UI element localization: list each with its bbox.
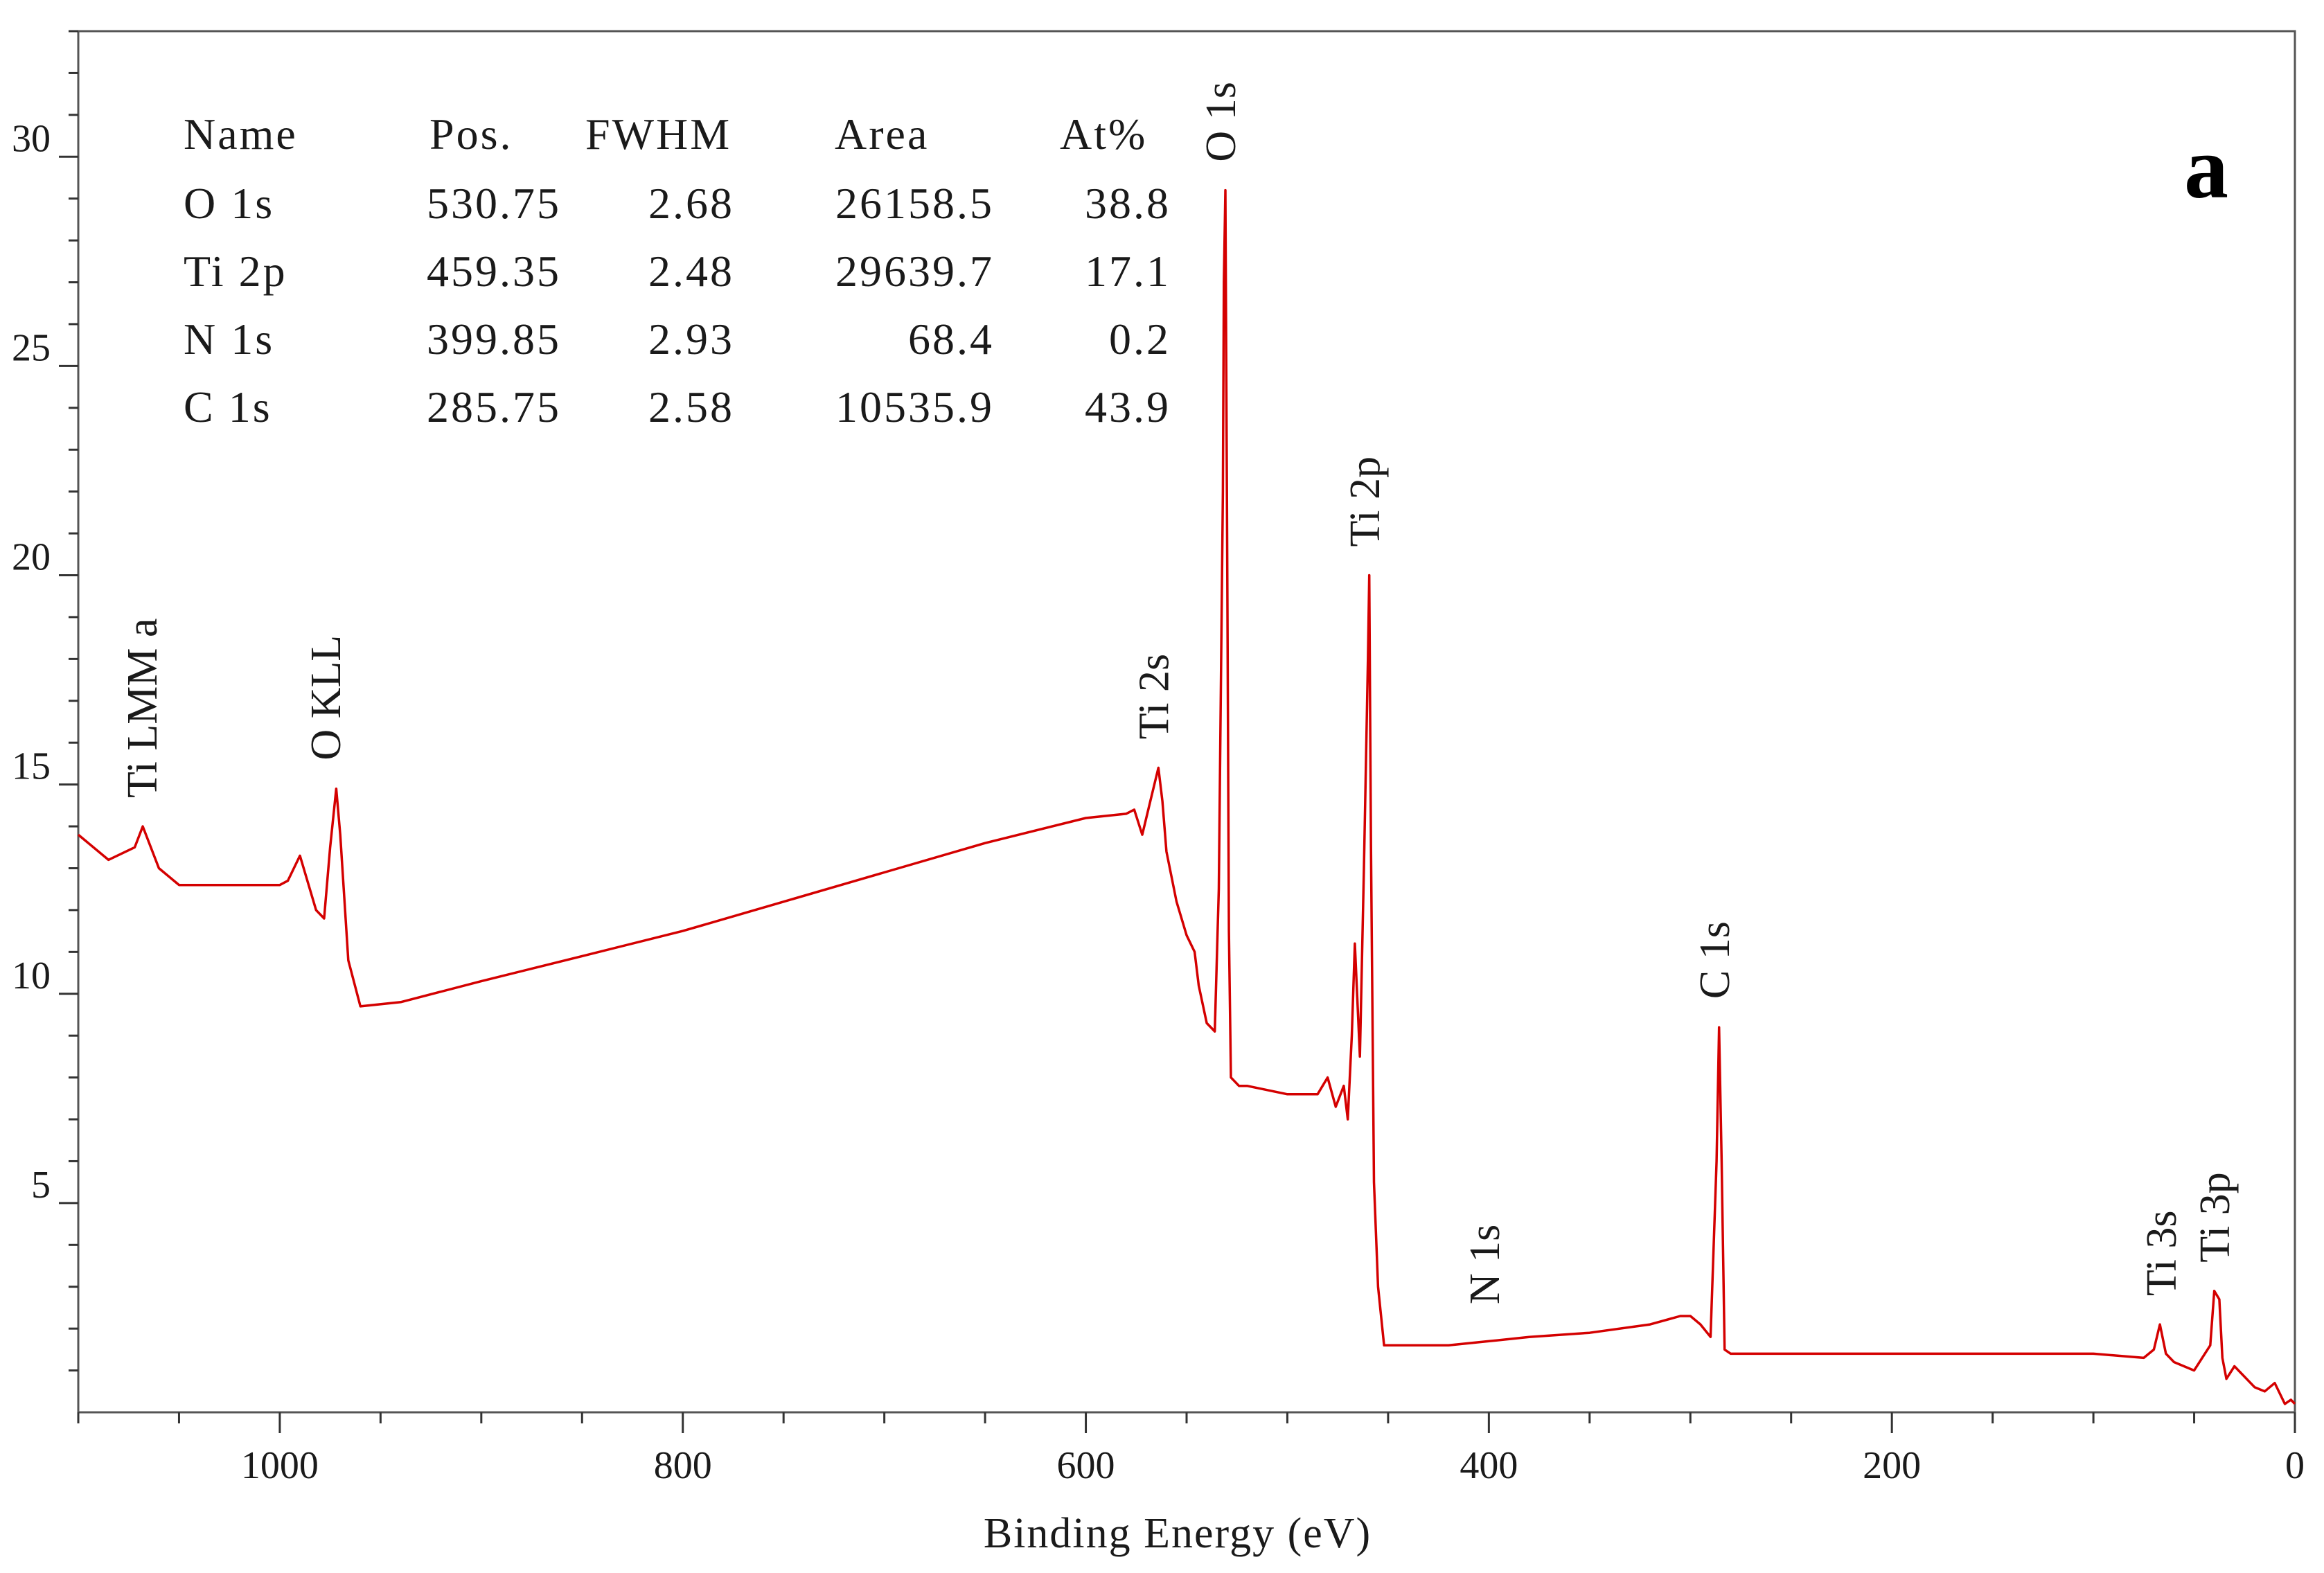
- table-cell: 285.75: [427, 382, 561, 432]
- x-tick-label: 800: [654, 1444, 712, 1487]
- table-header: FWHM: [585, 109, 731, 159]
- table-cell: 530.75: [427, 179, 561, 228]
- spectrum-line: [77, 188, 2296, 1405]
- y-tick-label: 5: [31, 1164, 51, 1207]
- table-cell: 0.2: [1109, 314, 1171, 364]
- table-cell: 68.4: [908, 314, 994, 364]
- table-cell: 2.58: [648, 382, 734, 432]
- table-cell: 38.8: [1085, 179, 1171, 228]
- x-tick-label: 0: [2285, 1444, 2305, 1487]
- table-cell: N 1s: [184, 314, 274, 364]
- table-cell: 459.35: [427, 247, 561, 296]
- y-tick-label: 25: [12, 326, 51, 369]
- panel-label: a: [2184, 118, 2228, 217]
- table-cell: 2.48: [648, 247, 734, 296]
- table-cell: 29639.7: [835, 247, 994, 296]
- table-header: Pos.: [429, 109, 513, 159]
- x-tick-label: 400: [1460, 1444, 1518, 1487]
- series-layer: [77, 188, 2296, 1405]
- peak-label: O KLL: [303, 635, 350, 761]
- table-cell: 26158.5: [835, 179, 994, 228]
- plot-border: [77, 30, 2296, 1414]
- table-cell: 2.68: [648, 179, 734, 228]
- y-axis: 5 10 15 20 25 30: [12, 30, 78, 1372]
- x-axis: 1000 800 600 400 200 0: [77, 1412, 2305, 1487]
- table-cell: Ti 2p: [184, 247, 287, 296]
- y-tick-label: 30: [12, 117, 51, 160]
- plot-area: [77, 30, 2296, 1414]
- quantification-table: Name Pos. FWHM Area At% O 1s 530.75 2.68 26158.5…: [184, 109, 1171, 432]
- x-axis-title: Binding Energy (eV): [984, 1510, 1372, 1557]
- peak-label: Ti 3p: [2192, 1172, 2239, 1262]
- y-tick-label: 15: [12, 745, 51, 788]
- x-tick-label: 1000: [241, 1444, 319, 1487]
- table-header: Name: [184, 109, 298, 159]
- peak-label: O 1s: [1198, 82, 1245, 161]
- table-cell: 43.9: [1085, 382, 1171, 432]
- table-cell: 399.85: [427, 314, 561, 364]
- peak-label: N 1s: [1462, 1225, 1509, 1304]
- table-header: Area: [835, 109, 929, 159]
- table-cell: 17.1: [1085, 247, 1171, 296]
- peak-label: Ti LMM a: [119, 618, 166, 798]
- table-cell: O 1s: [184, 179, 274, 228]
- x-tick-label: 200: [1863, 1444, 1921, 1487]
- peak-labels: Ti LMM a O KLL Ti 2s O 1s Ti 2p N 1s C 1s Ti 3s…: [119, 82, 2239, 1304]
- x-tick-label: 600: [1057, 1444, 1115, 1487]
- peak-label: Ti 2p: [1342, 456, 1389, 546]
- table-cell: 2.93: [648, 314, 734, 364]
- y-tick-label: 20: [12, 536, 51, 579]
- peak-label: C 1s: [1692, 921, 1739, 999]
- y-tick-label: 10: [12, 954, 51, 997]
- table-header: At%: [1060, 109, 1147, 159]
- peak-label: Ti 3s: [2138, 1211, 2185, 1297]
- table-cell: 10535.9: [835, 382, 994, 432]
- table-cell: C 1s: [184, 382, 272, 432]
- peak-label: Ti 2s: [1131, 654, 1178, 740]
